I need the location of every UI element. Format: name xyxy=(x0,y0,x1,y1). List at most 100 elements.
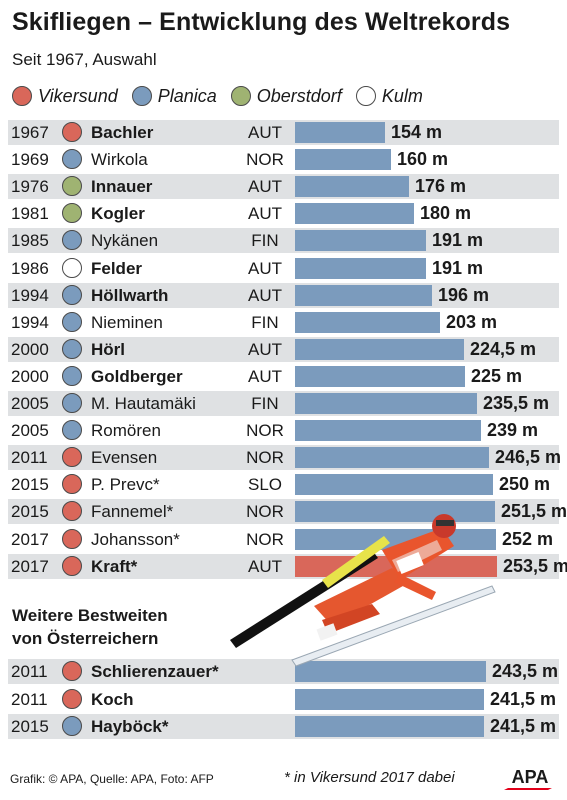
distance-label: 191 m xyxy=(432,230,484,251)
distance-label: 253,5 m xyxy=(503,555,567,576)
ski-jumper-figure xyxy=(230,514,496,667)
record-row: 1969 Wirkola NOR 160 m xyxy=(8,147,559,172)
chart-subtitle: Seit 1967, Auswahl xyxy=(12,50,157,69)
record-row: 1986 Felder AUT 191 m xyxy=(8,256,559,281)
distance-label: 196 m xyxy=(438,284,490,305)
distance-label: 243,5 m xyxy=(492,661,559,681)
distance-bar xyxy=(295,284,432,306)
jumper-name: Johansson* xyxy=(91,529,180,549)
jumper-name: Nykänen xyxy=(91,231,159,251)
jumper-name: Höllwarth xyxy=(91,285,169,305)
year-label: 2017 xyxy=(11,556,49,576)
distance-bar xyxy=(295,149,391,171)
distance-label: 251,5 m xyxy=(501,501,567,522)
country-code: AUT xyxy=(248,285,282,305)
distance-label: 160 m xyxy=(397,149,449,170)
jumper-name: Koch xyxy=(91,689,134,709)
venue-dot-vikersund xyxy=(62,688,82,709)
venue-dot-planica xyxy=(62,284,82,305)
distance-label: 154 m xyxy=(391,122,443,142)
legend-dot-vikersund xyxy=(12,86,32,106)
legend-label-planica: Planica xyxy=(157,85,217,106)
record-row: 2005 M. Hautamäki FIN 235,5 m xyxy=(8,391,559,416)
year-label: 2005 xyxy=(11,421,49,441)
year-label: 1969 xyxy=(11,150,49,170)
jumper-name: Kogler xyxy=(91,204,145,224)
jumper-name: Romören xyxy=(91,421,161,441)
venue-dot-vikersund xyxy=(62,555,82,576)
jumper-name: Felder xyxy=(91,258,143,278)
year-label: 1994 xyxy=(11,285,49,305)
record-row: 2005 Romören NOR 239 m xyxy=(8,418,559,443)
country-code: AUT xyxy=(248,177,282,197)
distance-label: 191 m xyxy=(432,257,484,278)
venue-dot-planica xyxy=(62,365,82,386)
venue-dot-planica xyxy=(62,311,82,332)
country-code: NOR xyxy=(246,448,284,468)
record-row: 2011 Evensen NOR 246,5 m xyxy=(8,445,562,471)
record-row: 2017 Kraft* AUT 253,5 m xyxy=(8,553,567,579)
distance-bar xyxy=(295,661,486,682)
austrian-section-title: Weitere Bestweiten von Österreichern xyxy=(12,604,168,650)
country-code: NOR xyxy=(246,502,284,522)
distance-label: 246,5 m xyxy=(495,447,562,468)
record-row: 2015 Fannemel* NOR 251,5 m xyxy=(8,499,567,525)
source-credit: Grafik: © APA, Quelle: APA, Foto: AFP xyxy=(10,772,214,786)
austrian-row: 2011 Koch 241,5 m xyxy=(8,687,559,712)
country-code: NOR xyxy=(246,421,284,441)
country-code: AUT xyxy=(248,339,282,359)
venue-dot-vikersund xyxy=(62,528,82,549)
distance-bar xyxy=(295,365,465,387)
record-row: 2000 Hörl AUT 224,5 m xyxy=(8,336,559,362)
venue-dot-planica xyxy=(62,338,82,359)
jumper-name: P. Prevc* xyxy=(91,475,160,495)
year-label: 2015 xyxy=(11,475,49,495)
record-row: 1976 Innauer AUT 176 m xyxy=(8,174,559,200)
legend-item-kulm: Kulm xyxy=(355,85,423,107)
footnote: * in Vikersund 2017 dabei xyxy=(284,769,455,786)
country-code: AUT xyxy=(248,366,282,386)
distance-bar xyxy=(295,257,426,279)
distance-label: 250 m xyxy=(499,474,551,495)
venue-dot-planica xyxy=(62,149,82,170)
year-label: 1985 xyxy=(11,231,49,251)
distance-bar xyxy=(295,311,440,333)
distance-label: 224,5 m xyxy=(470,338,537,359)
distance-bar xyxy=(295,338,464,360)
distance-bar xyxy=(295,230,426,252)
legend-item-oberstdorf: Oberstdorf xyxy=(230,86,342,107)
austrian-section-title-line: Weitere Bestweiten von Österreichern xyxy=(12,606,168,648)
record-row: 1981 Kogler AUT 180 m xyxy=(8,201,559,226)
distance-label: 241,5 m xyxy=(490,716,557,736)
distance-bar xyxy=(295,393,477,414)
legend-label-vikersund: Vikersund xyxy=(38,85,118,106)
year-label: 2017 xyxy=(11,529,49,549)
year-label: 2011 xyxy=(11,662,48,681)
jumper-name: Hörl xyxy=(91,339,125,359)
record-row: 2000 Goldberger AUT 225 m xyxy=(8,364,559,389)
legend-label-kulm: Kulm xyxy=(381,85,423,106)
austrian-row: 2011 Schlierenzauer* 243,5 m xyxy=(8,659,559,684)
jumper-name: Schlierenzauer* xyxy=(91,662,219,681)
distance-bar xyxy=(295,176,409,198)
year-label: 2000 xyxy=(11,339,49,359)
distance-label: 203 m xyxy=(446,311,498,332)
record-row: 1967 Bachler AUT 154 m xyxy=(8,120,559,145)
apa-logo-text: APA xyxy=(512,767,549,787)
year-label: 1967 xyxy=(11,123,49,142)
year-label: 2015 xyxy=(11,717,49,736)
venue-dot-oberstdorf xyxy=(62,203,82,224)
country-code: NOR xyxy=(246,150,284,170)
year-label: 1976 xyxy=(11,177,49,197)
jumper-name: Fannemel* xyxy=(91,502,174,522)
jumper-name: Wirkola xyxy=(91,150,148,170)
country-code: FIN xyxy=(251,394,279,413)
venue-dot-vikersund xyxy=(62,501,82,522)
record-row: 2015 P. Prevc* SLO 250 m xyxy=(8,472,559,497)
venue-dot-vikersund xyxy=(62,447,82,468)
distance-bar xyxy=(295,203,414,225)
legend-dot-oberstdorf xyxy=(230,86,251,106)
distance-bar xyxy=(295,447,489,469)
record-row: 1985 Nykänen FIN 191 m xyxy=(8,228,559,254)
jumper-name: Innauer xyxy=(91,177,153,197)
